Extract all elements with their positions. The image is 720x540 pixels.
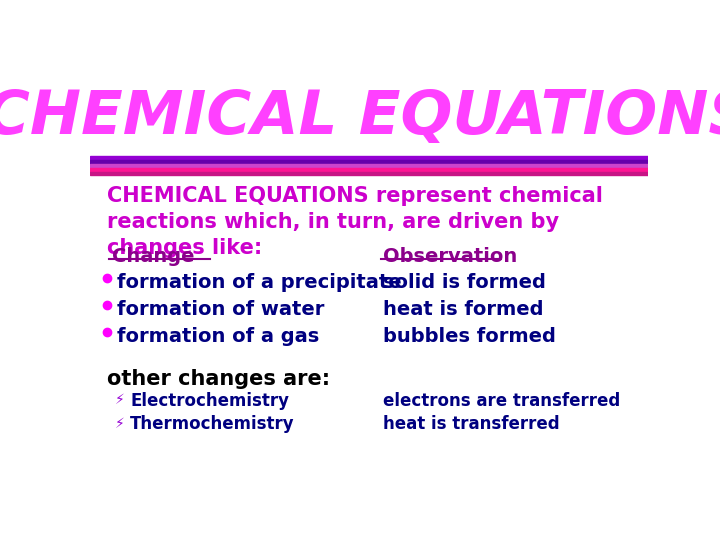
Text: Thermochemistry: Thermochemistry (130, 415, 295, 433)
Text: CHEMICAL EQUATIONS represent chemical
reactions which, in turn, are driven by
ch: CHEMICAL EQUATIONS represent chemical re… (107, 186, 603, 258)
Text: CHEMICAL EQUATIONS: CHEMICAL EQUATIONS (0, 87, 720, 147)
Text: heat is formed: heat is formed (383, 300, 544, 319)
Text: formation of water: formation of water (117, 300, 325, 319)
Bar (90, 168, 648, 172)
Text: other changes are:: other changes are: (107, 369, 330, 389)
Text: Observation: Observation (383, 247, 517, 266)
Text: solid is formed: solid is formed (383, 273, 546, 292)
Text: formation of a gas: formation of a gas (117, 327, 320, 346)
Text: Change: Change (112, 247, 194, 266)
Bar (90, 160, 648, 164)
Text: formation of a precipitate: formation of a precipitate (117, 273, 402, 292)
Text: bubbles formed: bubbles formed (383, 327, 556, 346)
Text: heat is transferred: heat is transferred (383, 415, 559, 433)
Bar (90, 156, 648, 160)
Bar (90, 172, 648, 175)
Bar (90, 164, 648, 168)
Text: electrons are transferred: electrons are transferred (383, 392, 620, 410)
Text: ⚡: ⚡ (114, 394, 125, 408)
Text: ⚡: ⚡ (114, 417, 125, 431)
Text: Electrochemistry: Electrochemistry (130, 392, 289, 410)
